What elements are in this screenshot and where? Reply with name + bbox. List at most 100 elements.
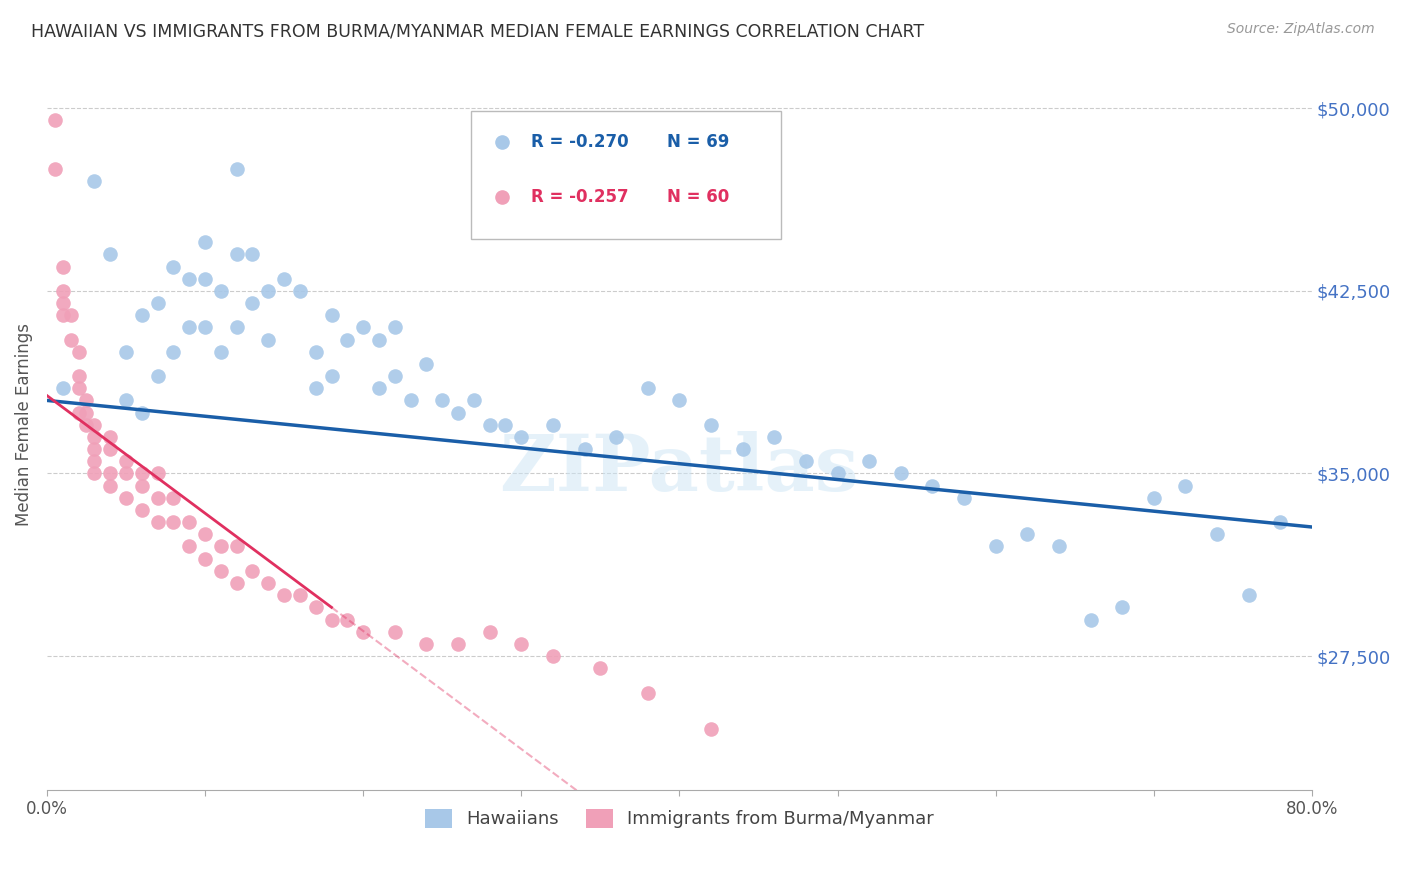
- Text: R = -0.257: R = -0.257: [531, 188, 628, 206]
- Point: [194, 527, 217, 541]
- Point: [794, 454, 817, 468]
- Point: [225, 576, 247, 591]
- Point: [1017, 527, 1039, 541]
- Point: [1237, 588, 1260, 602]
- Point: [179, 515, 201, 529]
- Legend: Hawaiians, Immigrants from Burma/Myanmar: Hawaiians, Immigrants from Burma/Myanmar: [418, 802, 942, 836]
- Point: [384, 320, 406, 334]
- Point: [209, 284, 232, 298]
- Point: [225, 247, 247, 261]
- Point: [52, 381, 75, 395]
- Point: [83, 430, 105, 444]
- Point: [510, 637, 533, 651]
- Point: [209, 344, 232, 359]
- Point: [321, 308, 343, 322]
- Point: [478, 624, 501, 639]
- Text: N = 60: N = 60: [666, 188, 728, 206]
- Point: [494, 417, 516, 432]
- Point: [827, 467, 849, 481]
- Point: [52, 284, 75, 298]
- Point: [194, 271, 217, 285]
- Text: R = -0.270: R = -0.270: [531, 133, 628, 151]
- Point: [273, 588, 295, 602]
- Point: [574, 442, 596, 456]
- Point: [98, 247, 121, 261]
- Point: [352, 624, 374, 639]
- Point: [52, 296, 75, 310]
- Point: [305, 344, 328, 359]
- Point: [637, 685, 659, 699]
- Point: [225, 540, 247, 554]
- Point: [605, 430, 627, 444]
- Point: [209, 540, 232, 554]
- Point: [83, 467, 105, 481]
- Point: [368, 381, 391, 395]
- Point: [75, 417, 97, 432]
- Point: [131, 308, 153, 322]
- Point: [447, 637, 470, 651]
- Point: [146, 369, 169, 384]
- Point: [415, 637, 437, 651]
- Point: [1080, 613, 1102, 627]
- Point: [384, 369, 406, 384]
- Point: [162, 515, 184, 529]
- Point: [98, 478, 121, 492]
- Point: [162, 344, 184, 359]
- Point: [162, 260, 184, 274]
- Point: [384, 624, 406, 639]
- Point: [668, 393, 690, 408]
- Point: [288, 284, 311, 298]
- Point: [59, 308, 82, 322]
- Point: [67, 406, 90, 420]
- Point: [52, 260, 75, 274]
- Point: [131, 503, 153, 517]
- Point: [1143, 491, 1166, 505]
- Y-axis label: Median Female Earnings: Median Female Earnings: [15, 323, 32, 526]
- Point: [194, 551, 217, 566]
- Point: [67, 381, 90, 395]
- Point: [83, 174, 105, 188]
- Point: [225, 162, 247, 177]
- FancyBboxPatch shape: [471, 111, 780, 238]
- Point: [146, 515, 169, 529]
- Point: [209, 564, 232, 578]
- Point: [1206, 527, 1229, 541]
- Point: [67, 369, 90, 384]
- Point: [83, 442, 105, 456]
- Point: [242, 564, 264, 578]
- Point: [83, 454, 105, 468]
- Point: [336, 333, 359, 347]
- Point: [478, 417, 501, 432]
- Point: [305, 600, 328, 615]
- Point: [432, 393, 454, 408]
- Point: [257, 284, 280, 298]
- Point: [447, 406, 470, 420]
- Point: [98, 442, 121, 456]
- Point: [700, 722, 723, 736]
- Point: [194, 235, 217, 250]
- Point: [1111, 600, 1133, 615]
- Point: [321, 369, 343, 384]
- Point: [637, 381, 659, 395]
- Point: [415, 357, 437, 371]
- Point: [115, 393, 138, 408]
- Point: [83, 417, 105, 432]
- Point: [146, 296, 169, 310]
- Point: [225, 320, 247, 334]
- Point: [541, 648, 564, 663]
- Point: [510, 430, 533, 444]
- Text: Source: ZipAtlas.com: Source: ZipAtlas.com: [1227, 22, 1375, 37]
- Point: [257, 333, 280, 347]
- Point: [131, 467, 153, 481]
- Point: [305, 381, 328, 395]
- Point: [321, 613, 343, 627]
- Point: [131, 406, 153, 420]
- Point: [984, 540, 1007, 554]
- Point: [288, 588, 311, 602]
- Point: [52, 308, 75, 322]
- Point: [98, 467, 121, 481]
- Point: [115, 454, 138, 468]
- Point: [1270, 515, 1292, 529]
- Point: [273, 271, 295, 285]
- Point: [763, 430, 786, 444]
